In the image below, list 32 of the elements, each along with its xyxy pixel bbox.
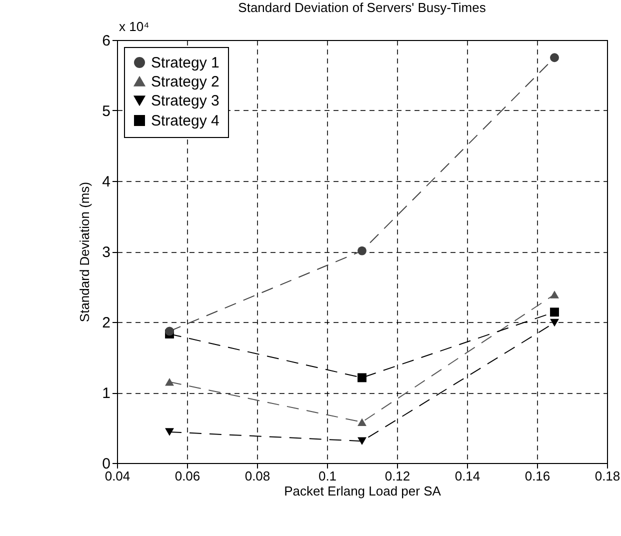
point [165, 326, 174, 336]
point [165, 428, 174, 436]
point [358, 418, 366, 426]
y-tick-label: 3 [102, 244, 110, 261]
point [358, 437, 366, 446]
y-axis-title: Standard Deviation (ms) [77, 182, 92, 322]
legend-label: Strategy 3 [151, 92, 220, 110]
text: x 10⁴ [119, 19, 150, 34]
point [550, 53, 559, 62]
y-tick-label: 2 [102, 314, 110, 332]
legend-label: Strategy 4 [151, 112, 220, 130]
chart-title: Standard Deviation of Servers' Busy-Times [238, 0, 486, 15]
point [550, 290, 559, 298]
x-axis-title: Packet Erlang Load per SA [284, 484, 442, 498]
point [358, 373, 366, 382]
point [550, 318, 559, 327]
x-tick-label: 0.14 [454, 468, 480, 484]
x-tick-label: 0.08 [244, 468, 270, 484]
x-tick-label: 0.06 [174, 468, 200, 484]
point [358, 246, 366, 256]
legend-label: Strategy 2 [151, 74, 220, 90]
point [550, 308, 559, 317]
y-tick-label: 5 [102, 103, 110, 120]
x-tick-label: 0.1 [318, 468, 337, 484]
x-tick-label: 0.16 [524, 468, 550, 484]
y-tick-label: 6 [102, 32, 110, 50]
y-tick-label: 4 [102, 174, 110, 190]
y-tick-label: 1 [102, 385, 110, 402]
x-tick-label: 0.18 [594, 468, 620, 484]
point [165, 378, 174, 386]
legend-label: Strategy 1 [151, 54, 220, 72]
x-tick-label: 0.12 [384, 468, 410, 484]
